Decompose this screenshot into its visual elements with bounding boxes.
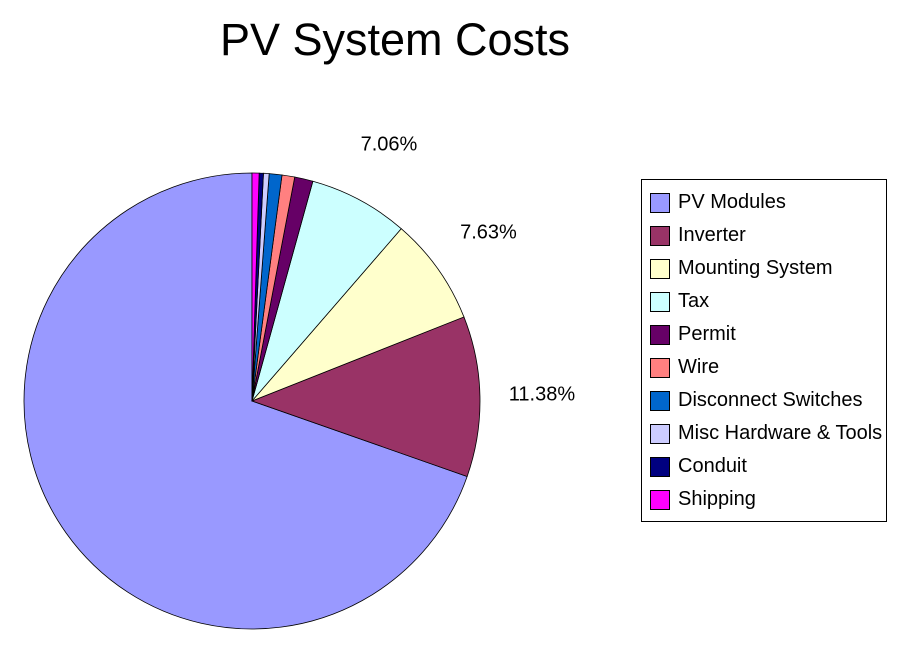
legend-label: Disconnect Switches [678, 389, 863, 411]
legend-label: Shipping [678, 488, 756, 510]
legend-item: Tax [642, 285, 886, 318]
legend-item: Permit [642, 318, 886, 351]
legend-label: Wire [678, 356, 720, 378]
pie-slice [251, 228, 465, 402]
data-label: 7.63% [460, 221, 517, 243]
legend-label: Conduit [678, 455, 747, 477]
data-label: 11.38% [509, 383, 576, 405]
legend-swatch [650, 325, 670, 345]
legend-swatch [650, 259, 670, 279]
legend-item: Disconnect Switches [642, 384, 886, 417]
legend-label: PV Modules [678, 191, 786, 213]
legend-swatch [650, 193, 670, 213]
pie-slice [251, 172, 260, 402]
legend-label: Tax [678, 290, 710, 312]
legend-swatch [650, 226, 670, 246]
legend-swatch [650, 391, 670, 411]
legend-item: Inverter [642, 219, 886, 252]
chart-title: PV System Costs [220, 14, 570, 65]
legend-item: Misc Hardware & Tools [642, 417, 886, 450]
legend-swatch [650, 490, 670, 510]
legend-swatch [650, 424, 670, 444]
legend-item: PV Modules [642, 186, 886, 219]
legend-item: Conduit [642, 450, 886, 483]
pie-slice [250, 316, 481, 477]
legend-item: Wire [642, 351, 886, 384]
legend-label: Permit [678, 323, 736, 345]
legend-item: Shipping [642, 483, 886, 516]
legend-swatch [650, 292, 670, 312]
legend-item: Mounting System [642, 252, 886, 285]
legend-label: Mounting System [678, 257, 833, 279]
pie-slice [23, 172, 468, 630]
data-label: 7.06% [361, 134, 418, 156]
legend-swatch [650, 358, 670, 378]
legend: PV Modules Inverter Mounting System Tax Perm… [641, 179, 887, 522]
legend-label: Inverter [678, 224, 746, 246]
pie-slice [251, 180, 402, 402]
legend-swatch [650, 457, 670, 477]
legend-label: Misc Hardware & Tools [678, 422, 883, 444]
